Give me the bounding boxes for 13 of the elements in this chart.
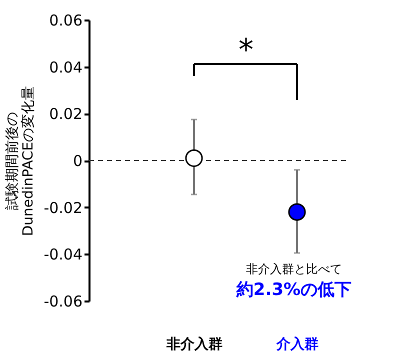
annotation: 非介入群と比べて (246, 262, 342, 276)
y-tick-label: -0.02 (44, 198, 82, 217)
y-tick-label: -0.06 (44, 292, 82, 310)
annotation: * (238, 33, 254, 68)
y-tick-label: 0.06 (49, 12, 82, 30)
y-tick-label: 0.04 (49, 58, 82, 76)
y-axis-title: 試験期間前後の DunedinPACEの変化量 (4, 86, 37, 236)
x-tick-label: 非介入群 (166, 336, 222, 352)
x-tick-label: 介入群 (276, 336, 318, 352)
annotation: 約2.3%の低下 (235, 280, 352, 300)
y-tick-label: -0.04 (44, 246, 82, 264)
y-tick-label: 0.02 (49, 105, 82, 124)
y-tick-label: 0 (72, 152, 82, 170)
